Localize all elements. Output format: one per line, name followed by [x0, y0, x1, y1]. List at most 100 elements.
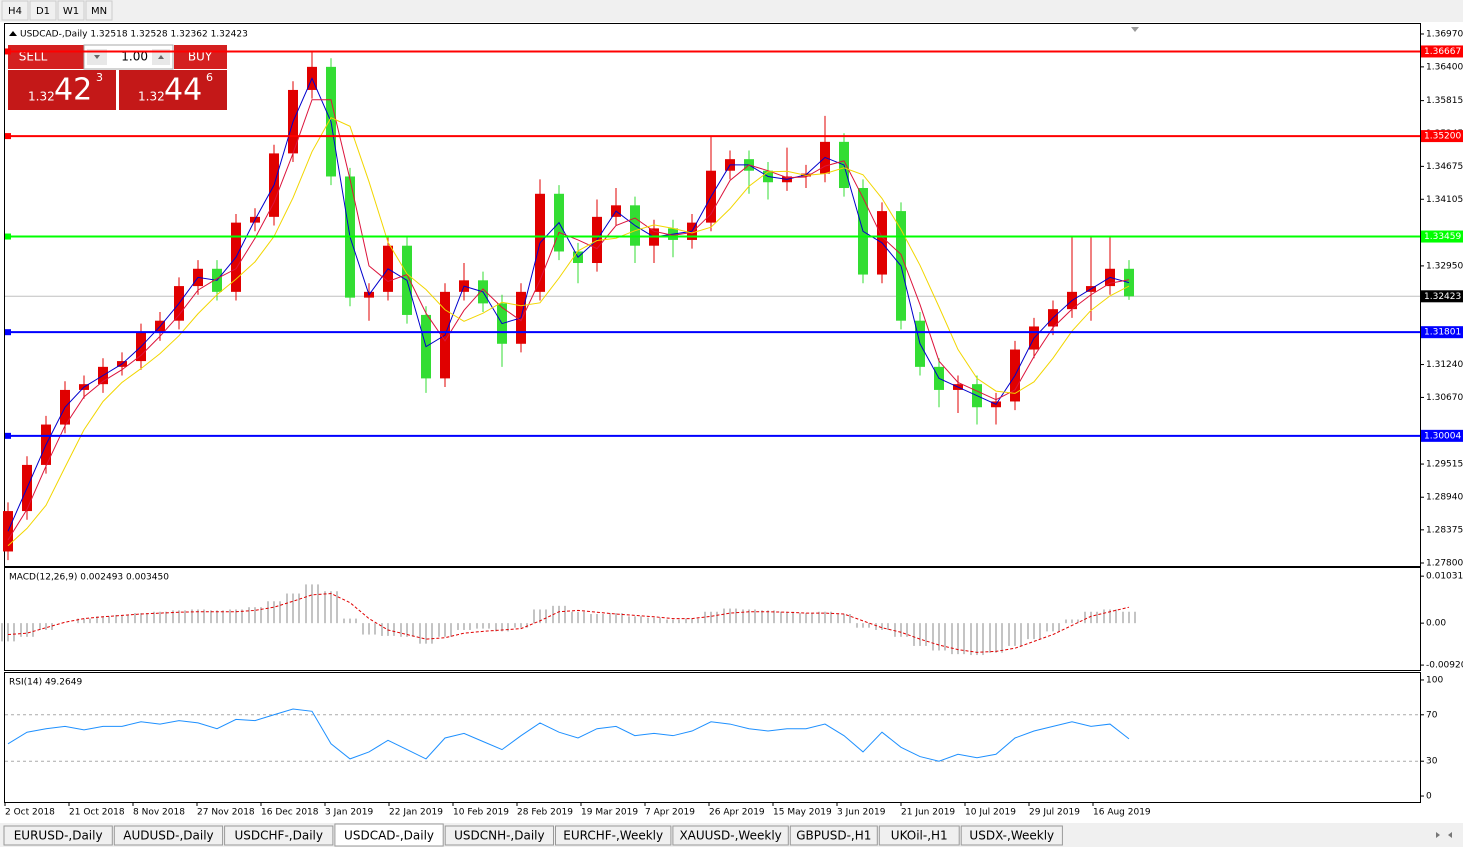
y-tick-label: 1.29515 [1426, 460, 1463, 470]
rsi-panel [4, 672, 1421, 803]
x-tick-label: 19 Mar 2019 [581, 808, 638, 818]
tab[interactable]: EURCHF-,Weekly [555, 825, 672, 846]
timeframe-label[interactable]: MN [91, 6, 107, 17]
tab[interactable]: USDCNH-,Daily [444, 825, 555, 846]
last-price-tag [1421, 290, 1463, 303]
y-tick-label: 1.35815 [1426, 96, 1463, 106]
tab-label[interactable]: UKOil-,H1 [891, 829, 948, 843]
level-tag [1421, 326, 1463, 339]
sell-button[interactable] [8, 45, 84, 69]
level-anchor [5, 48, 11, 55]
x-tick-label: 27 Nov 2018 [197, 808, 255, 818]
timeframe-button[interactable] [57, 0, 85, 21]
y-tick-label: 1.36970 [1426, 29, 1463, 39]
tab-label[interactable]: USDCNH-,Daily [454, 829, 545, 843]
sell-prefix: 1.32 [28, 90, 55, 104]
y-tick-label: 1.36400 [1426, 62, 1463, 72]
tab[interactable]: UKOil-,H1 [878, 825, 960, 846]
level-label: 1.33459 [1424, 232, 1461, 242]
moving-average [7, 116, 1130, 547]
x-tick-label: 7 Apr 2019 [645, 808, 695, 818]
sell-price-box[interactable] [8, 70, 116, 110]
tab-label[interactable]: USDX-,Weekly [969, 829, 1054, 843]
tab-bg[interactable] [113, 825, 224, 846]
tab-label[interactable]: EURUSD-,Daily [14, 829, 103, 843]
timeframe-label[interactable]: H4 [8, 6, 22, 17]
buy-prefix: 1.32 [138, 90, 165, 104]
tab-label[interactable]: GBPUSD-,H1 [796, 829, 871, 843]
tab-bg[interactable] [789, 825, 878, 846]
tab-bg[interactable] [444, 825, 555, 846]
tab-label[interactable]: AUDUSD-,Daily [123, 829, 213, 843]
x-tick-label: 29 Jul 2019 [1029, 808, 1080, 818]
tab[interactable]: XAUUSD-,Weekly [672, 825, 789, 846]
sell-label: SELL [19, 50, 48, 64]
x-tick-label: 8 Nov 2018 [133, 808, 185, 818]
tab[interactable]: USDX-,Weekly [960, 825, 1063, 846]
x-tick-label: 2 Oct 2018 [5, 808, 55, 818]
level-anchor [5, 432, 11, 439]
chart-header: USDCAD-,Daily 1.32518 1.32528 1.32362 1.… [20, 30, 248, 40]
tab-bg[interactable] [555, 825, 672, 846]
level-tag [1421, 130, 1463, 143]
tab-bg[interactable] [878, 825, 960, 846]
timeframe-label[interactable]: W1 [63, 6, 79, 17]
sell-big: 42 [54, 73, 92, 108]
tab-label[interactable]: XAUUSD-,Weekly [679, 829, 781, 843]
y-tick-label: 70 [1426, 710, 1438, 720]
buy-price-box[interactable] [119, 70, 227, 110]
tab[interactable]: GBPUSD-,H1 [789, 825, 878, 846]
tab-bg[interactable] [672, 825, 789, 846]
last-price-label: 1.32423 [1424, 292, 1461, 302]
rsi-label: RSI(14) 49.2649 [9, 678, 82, 688]
timeframe-label[interactable]: D1 [36, 6, 50, 17]
level-anchor [5, 133, 11, 140]
macd-label: MACD(12,26,9) 0.002493 0.003450 [9, 573, 169, 583]
moving-average [7, 77, 1130, 532]
main-panel [4, 23, 1421, 567]
tab-bg[interactable] [960, 825, 1063, 846]
buy-sup: 6 [206, 71, 213, 84]
x-tick-label: 22 Jan 2019 [389, 808, 443, 818]
timeframe-button[interactable] [1, 0, 29, 21]
lot-value: 1.00 [121, 50, 148, 64]
tab[interactable]: EURUSD-,Daily [3, 825, 113, 846]
x-tick-label: 10 Feb 2019 [453, 808, 509, 818]
timeframe-button[interactable] [29, 0, 57, 21]
header-icon [9, 31, 17, 36]
y-tick-label: 0 [1426, 792, 1432, 802]
timeframe-button[interactable] [85, 0, 113, 21]
level-label: 1.30004 [1424, 431, 1461, 441]
level-label: 1.35200 [1424, 132, 1461, 142]
tab-bg[interactable] [334, 823, 444, 847]
buy-button[interactable] [174, 45, 227, 69]
x-tick-label: 3 Jan 2019 [325, 808, 373, 818]
x-tick-label: 16 Dec 2018 [261, 808, 319, 818]
macd-panel [4, 567, 1421, 671]
tab[interactable]: AUDUSD-,Daily [113, 825, 224, 846]
y-tick-label: 30 [1426, 757, 1438, 767]
y-tick-label: 1.34105 [1426, 195, 1463, 205]
level-tag [1421, 429, 1463, 442]
x-tick-label: 21 Jun 2019 [901, 808, 955, 818]
level-tag [1421, 230, 1463, 243]
macd-signal [7, 593, 1130, 653]
tab[interactable]: USDCHF-,Daily [224, 825, 334, 846]
y-tick-label: -0.009203 [1426, 661, 1463, 671]
y-tick-label: 1.32950 [1426, 261, 1463, 271]
x-tick-label: 21 Oct 2018 [69, 808, 125, 818]
rsi-line [7, 708, 1130, 762]
x-tick-label: 15 May 2019 [773, 808, 832, 818]
tab-label[interactable]: USDCHF-,Daily [235, 829, 323, 843]
tab-label[interactable]: EURCHF-,Weekly [563, 829, 663, 843]
tab-label[interactable]: USDCAD-,Daily [344, 829, 434, 843]
tab-bg[interactable] [3, 825, 113, 846]
y-tick-label: 1.28375 [1426, 525, 1463, 535]
tab[interactable]: USDCAD-,Daily [334, 823, 444, 847]
tab-scroll[interactable] [1436, 832, 1452, 838]
tab-bg[interactable] [224, 825, 334, 846]
y-tick-label: 1.28940 [1426, 493, 1463, 503]
shift-marker [1131, 27, 1139, 32]
toolbar-bg [0, 0, 1463, 22]
